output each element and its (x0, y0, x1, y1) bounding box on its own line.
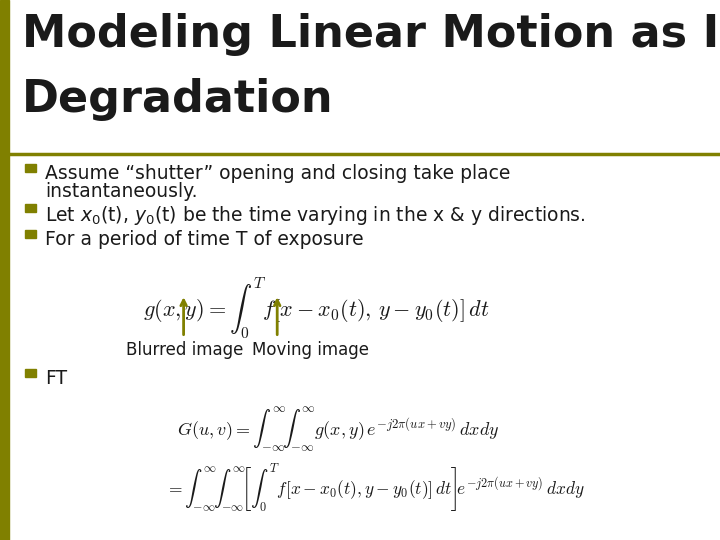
Bar (25, 369, 36, 377)
Text: Blurred image: Blurred image (126, 341, 243, 359)
Bar (25, 230, 36, 238)
Text: Let $x_0$(t), $y_0$(t) be the time varying in the x & y directions.: Let $x_0$(t), $y_0$(t) be the time varyi… (45, 204, 586, 227)
Text: $g(x,y) = \int_0^T f[x-x_0(t),\, y-y_0(t)]\,dt$: $g(x,y) = \int_0^T f[x-x_0(t),\, y-y_0(t… (143, 275, 490, 341)
Bar (25, 164, 36, 172)
Text: Moving image: Moving image (252, 341, 369, 359)
Text: $G(u,v) = \int_{-\infty}^{\infty}\!\int_{-\infty}^{\infty} g(x,y)\,e^{-j2\pi(ux+: $G(u,v) = \int_{-\infty}^{\infty}\!\int_… (177, 406, 500, 455)
Text: instantaneously.: instantaneously. (45, 182, 198, 201)
Bar (25, 204, 36, 212)
Text: Degradation: Degradation (22, 78, 333, 122)
Text: Assume “shutter” opening and closing take place: Assume “shutter” opening and closing tak… (45, 164, 510, 183)
Text: $= \int_{-\infty}^{\infty}\!\int_{-\infty}^{\infty}\!\left[\int_0^T f[x-x_0(t),y: $= \int_{-\infty}^{\infty}\!\int_{-\inft… (165, 462, 584, 514)
Bar (0, 0, 9, 540)
Text: FT: FT (45, 369, 68, 388)
Text: For a period of time T of exposure: For a period of time T of exposure (45, 230, 364, 249)
Text: Modeling Linear Motion as Image: Modeling Linear Motion as Image (22, 14, 720, 57)
